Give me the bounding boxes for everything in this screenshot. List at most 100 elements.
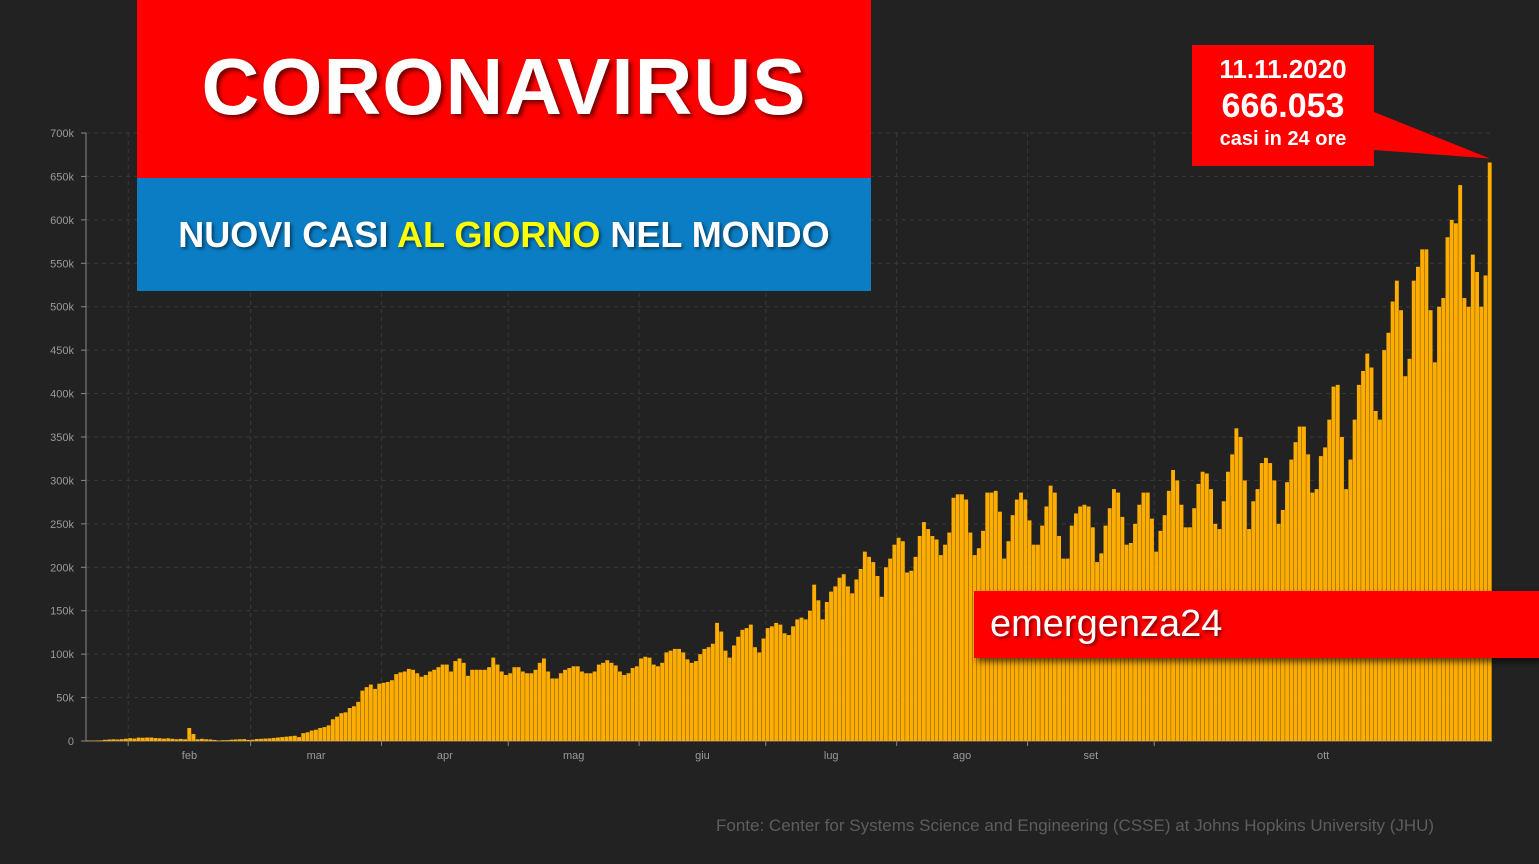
bar xyxy=(879,596,884,741)
bar xyxy=(259,738,263,741)
subtitle-part-1: NUOVI CASI xyxy=(178,213,397,255)
bar xyxy=(1394,280,1399,741)
bar xyxy=(630,668,635,741)
bar xyxy=(660,662,665,741)
bar xyxy=(575,666,580,741)
bar xyxy=(938,555,943,741)
bar xyxy=(233,739,238,741)
bar xyxy=(786,635,791,741)
x-tick-label: mar xyxy=(307,750,326,762)
x-tick-label: giu xyxy=(695,750,710,762)
bar xyxy=(947,532,952,741)
bar xyxy=(841,574,846,741)
x-tick-label: ago xyxy=(953,750,971,762)
bar xyxy=(225,740,230,741)
bar xyxy=(774,622,779,741)
bar xyxy=(453,661,458,741)
y-tick-label: 200k xyxy=(50,562,74,574)
bar xyxy=(1407,358,1412,741)
bar xyxy=(1432,362,1437,741)
bar xyxy=(356,701,361,741)
bar xyxy=(254,739,259,741)
bar xyxy=(229,739,234,741)
bar xyxy=(930,536,935,741)
y-tick-label: 550k xyxy=(50,258,74,270)
bar xyxy=(1416,266,1420,741)
bar xyxy=(411,669,415,741)
x-tick-label: set xyxy=(1084,750,1099,762)
bar xyxy=(888,558,893,741)
bar xyxy=(757,652,762,741)
bar xyxy=(474,669,479,741)
bar xyxy=(520,671,525,741)
subtitle-highlight: AL GIORNO xyxy=(397,213,601,255)
bar xyxy=(1445,237,1450,741)
bar xyxy=(1454,223,1458,741)
bar xyxy=(174,739,179,741)
y-tick-label: 100k xyxy=(50,649,74,661)
subtitle-part-2: NEL MONDO xyxy=(600,213,830,255)
bar xyxy=(119,739,124,741)
bar xyxy=(1365,353,1370,741)
bar xyxy=(335,716,339,741)
bar xyxy=(643,656,648,741)
bar xyxy=(1297,426,1302,741)
bar xyxy=(1399,310,1403,741)
bar xyxy=(343,712,348,741)
bar xyxy=(124,738,128,741)
bar xyxy=(850,593,855,741)
bar xyxy=(1470,254,1475,741)
bar xyxy=(884,567,888,741)
bar xyxy=(250,739,255,741)
bar xyxy=(601,662,605,741)
bar xyxy=(626,673,631,741)
bar xyxy=(550,678,555,741)
y-tick-label: 50k xyxy=(56,693,74,705)
bar xyxy=(1335,384,1340,741)
y-tick-label: 700k xyxy=(50,128,74,140)
bar xyxy=(508,673,513,741)
bar xyxy=(799,617,804,741)
bar xyxy=(195,739,200,741)
bar xyxy=(613,665,618,741)
bar xyxy=(736,636,741,741)
y-tick-label: 150k xyxy=(50,606,74,618)
bar xyxy=(178,738,183,741)
bar xyxy=(183,739,187,741)
x-tick-label: ott xyxy=(1317,750,1329,762)
chart-title: CORONAVIRUS xyxy=(201,42,807,131)
bar xyxy=(478,669,483,741)
bar xyxy=(694,661,698,741)
bar xyxy=(905,572,909,741)
bar xyxy=(960,494,964,741)
bar xyxy=(778,624,783,741)
bar xyxy=(634,666,639,741)
bar xyxy=(542,658,546,741)
bar xyxy=(470,669,475,741)
bar xyxy=(710,643,715,741)
bar xyxy=(491,657,496,741)
y-tick-label: 350k xyxy=(50,432,74,444)
bar xyxy=(824,602,829,741)
callout-date: 11.11.2020 xyxy=(1219,54,1347,84)
bar xyxy=(858,569,863,741)
y-tick-label: 300k xyxy=(50,475,74,487)
y-tick-label: 600k xyxy=(50,215,74,227)
bar xyxy=(913,556,918,741)
bar xyxy=(1449,219,1454,741)
bar xyxy=(892,544,897,741)
bar xyxy=(723,650,728,741)
bar xyxy=(499,671,504,741)
bar xyxy=(1411,280,1416,741)
bar xyxy=(1331,386,1336,741)
bar xyxy=(1327,419,1332,741)
y-tick-label: 0 xyxy=(68,736,74,748)
bar xyxy=(276,737,280,741)
bar xyxy=(381,682,386,741)
bar xyxy=(727,657,732,741)
bar xyxy=(153,738,158,741)
bar xyxy=(732,645,736,741)
bar xyxy=(352,706,356,741)
bar xyxy=(656,666,660,741)
bar xyxy=(740,629,745,741)
